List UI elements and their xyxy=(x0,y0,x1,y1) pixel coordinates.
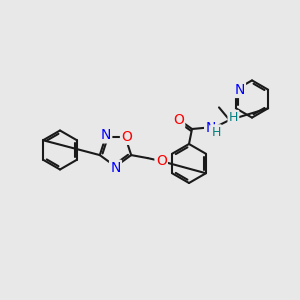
Text: H: H xyxy=(211,125,221,139)
Text: N: N xyxy=(206,121,216,135)
Text: O: O xyxy=(156,154,167,168)
Text: O: O xyxy=(173,113,184,127)
Text: H: H xyxy=(229,111,238,124)
Text: O: O xyxy=(121,130,132,144)
Text: N: N xyxy=(100,128,111,142)
Text: N: N xyxy=(234,83,245,97)
Text: N: N xyxy=(110,161,121,175)
